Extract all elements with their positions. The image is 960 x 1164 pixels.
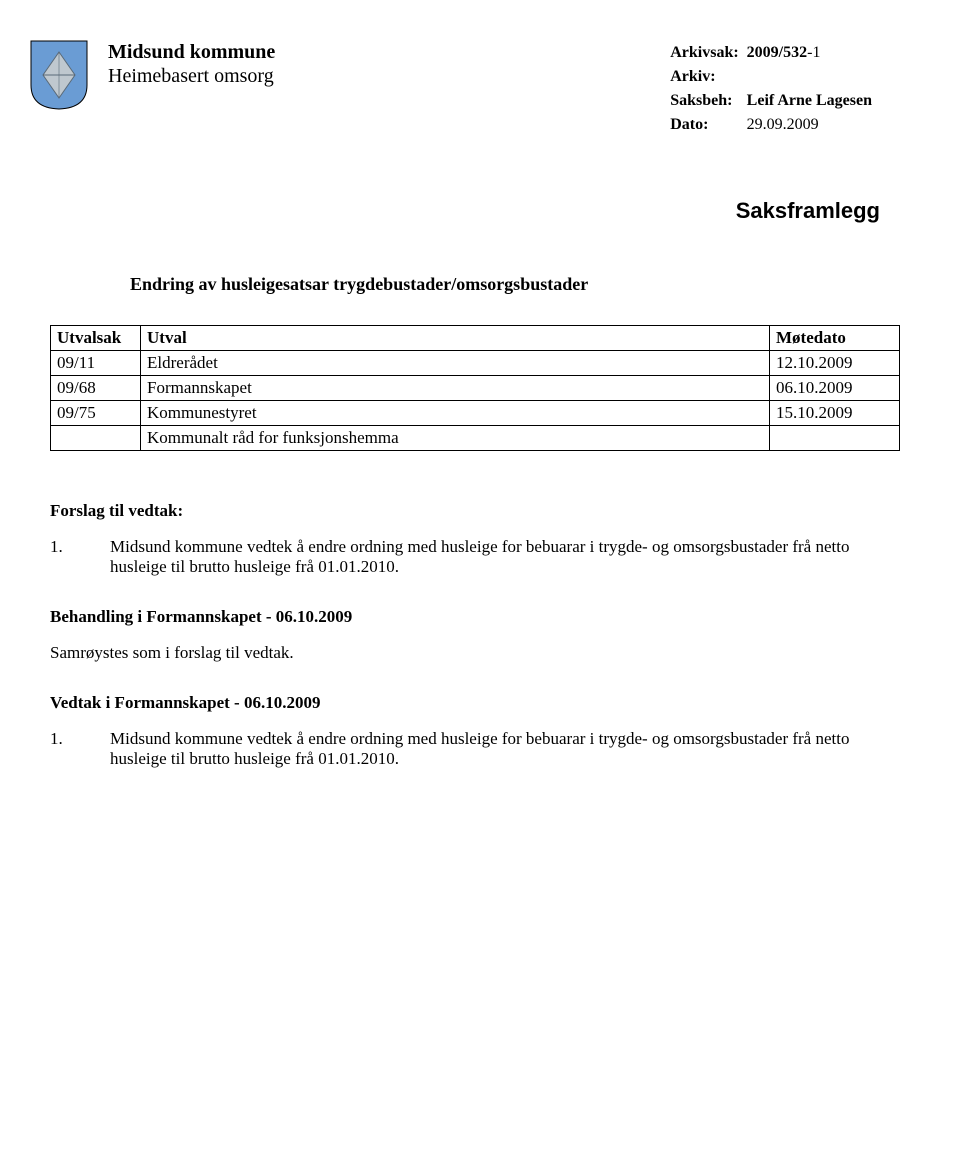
cell-sak: 09/68 [51,376,141,401]
cell-sak: 09/75 [51,401,141,426]
meta-table: Arkivsak: 2009/532-1 Arkiv: Saksbeh: Lei… [668,40,880,138]
dato-value: 29.09.2009 [747,114,878,136]
arkivsak-label: Arkivsak: [670,42,744,64]
saksbeh-value: Leif Arne Lagesen [747,92,872,109]
item-number: 1. [50,537,70,577]
document-header: Midsund kommune Heimebasert omsorg Arkiv… [30,40,880,138]
item-text: Midsund kommune vedtek å endre ordning m… [110,729,880,769]
org-title: Midsund kommune [108,40,608,64]
cell-dato: 06.10.2009 [770,376,900,401]
table-row: Kommunalt råd for funksjonshemma [51,426,900,451]
org-subtitle: Heimebasert omsorg [108,64,608,88]
behandling-text: Samrøystes som i forslag til vedtak. [50,643,880,663]
table-row: 09/68 Formannskapet 06.10.2009 [51,376,900,401]
th-utvalsak: Utvalsak [51,326,141,351]
arkivsak-main: 2009/532 [747,44,807,61]
th-utval: Utval [141,326,770,351]
table-row: 09/11 Eldrerådet 12.10.2009 [51,351,900,376]
cell-utval: Eldrerådet [141,351,770,376]
case-title: Endring av husleigesatsar trygdebustader… [130,274,880,295]
org-block: Midsund kommune Heimebasert omsorg [108,40,608,88]
arkiv-value [747,66,878,88]
cell-dato [770,426,900,451]
forslag-heading: Forslag til vedtak: [50,501,880,521]
item-number: 1. [50,729,70,769]
saksbeh-label: Saksbeh: [670,90,744,112]
dato-label: Dato: [670,114,744,136]
forslag-item: 1. Midsund kommune vedtek å endre ordnin… [50,537,880,577]
cell-utval: Kommunestyret [141,401,770,426]
cell-dato: 15.10.2009 [770,401,900,426]
vedtak-heading: Vedtak i Formannskapet - 06.10.2009 [50,693,880,713]
cell-utval: Kommunalt råd for funksjonshemma [141,426,770,451]
th-motedato: Møtedato [770,326,900,351]
cell-dato: 12.10.2009 [770,351,900,376]
arkivsak-value: 2009/532-1 [747,42,878,64]
vedtak-item: 1. Midsund kommune vedtek å endre ordnin… [50,729,880,769]
arkiv-label: Arkiv: [670,66,744,88]
cell-sak [51,426,141,451]
municipal-crest-icon [30,40,88,110]
item-text: Midsund kommune vedtek å endre ordning m… [110,537,880,577]
saksframlegg-heading: Saksframlegg [30,198,880,224]
behandling-heading: Behandling i Formannskapet - 06.10.2009 [50,607,880,627]
utval-table: Utvalsak Utval Møtedato 09/11 Eldrerådet… [50,325,900,451]
cell-utval: Formannskapet [141,376,770,401]
arkivsak-suffix: -1 [807,44,820,61]
table-row: 09/75 Kommunestyret 15.10.2009 [51,401,900,426]
cell-sak: 09/11 [51,351,141,376]
